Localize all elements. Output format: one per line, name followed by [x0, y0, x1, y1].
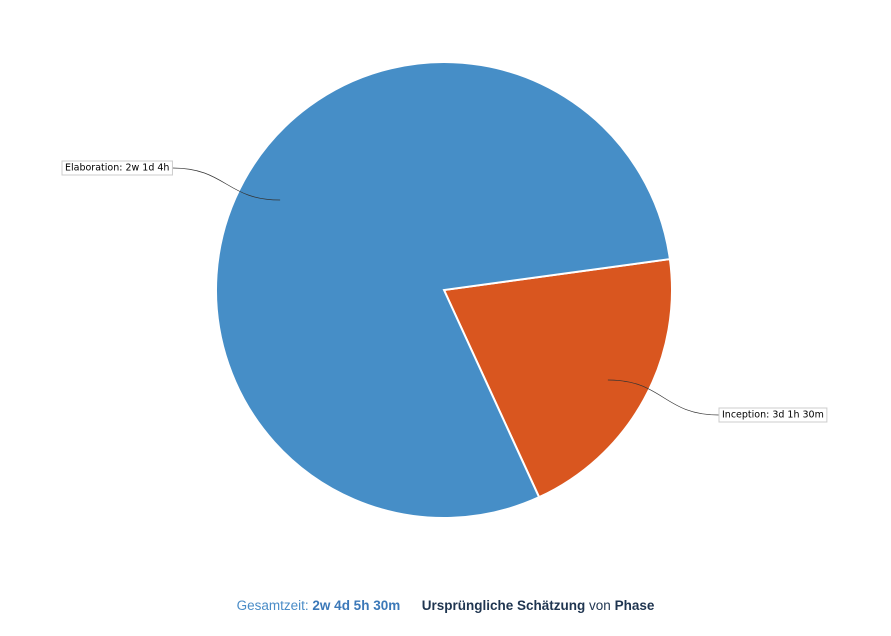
group-by-word: von [589, 598, 611, 613]
metric-name: Ursprüngliche Schätzung [421, 598, 586, 613]
pie-slice-inception[interactable] [442, 257, 673, 499]
chart-footer: Gesamtzeit: 2w 4d 5h 30m Ursprüngliche S… [0, 598, 891, 613]
leader-line [607, 379, 720, 416]
pie-chart: Elaboration: 2w 1d 4h Inception: 3d 1h 30… [61, 61, 828, 519]
slice-label-box [718, 407, 828, 423]
slice-label-box [61, 160, 173, 176]
slice-label-text: Elaboration: 2w 1d 4h [65, 163, 169, 174]
leader-line [172, 167, 281, 201]
slice-label-elaboration: Elaboration: 2w 1d 4h [61, 160, 281, 201]
group-by-field: Phase [614, 598, 655, 613]
total-time-label: Gesamtzeit: [236, 598, 309, 613]
total-time-value: 2w 4d 5h 30m [312, 598, 401, 613]
pie-slice-elaboration[interactable] [215, 61, 672, 519]
slice-label-text: Inception: 3d 1h 30m [722, 410, 824, 421]
slice-label-inception: Inception: 3d 1h 30m [607, 379, 828, 423]
